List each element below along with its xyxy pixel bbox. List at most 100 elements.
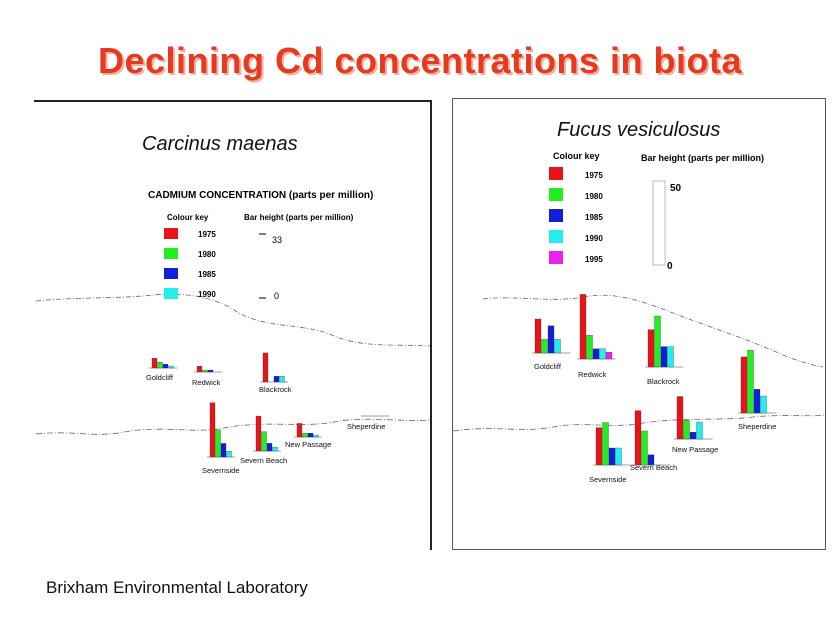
bar-sheperdine-1975: [740, 356, 748, 414]
fucus-panel: Fucus vesiculosus Colour key Bar height …: [452, 98, 826, 550]
site-label-new-passage: New Passage: [672, 445, 718, 454]
bar-new-passage-1985: [689, 432, 697, 440]
bar-sheperdine-1990: [760, 395, 767, 414]
bar-new-passage-1990: [696, 421, 703, 440]
key-label-1985: 1985: [198, 270, 216, 279]
bar-severn-beach-1990: [272, 446, 278, 452]
site-group-new-passage: New Passage: [672, 396, 718, 454]
bar-redwick-1995: [605, 352, 613, 360]
key-label-1975: 1975: [198, 230, 216, 239]
site-label-blackrock: Blackrock: [647, 377, 680, 386]
site-label-severnside: Severnside: [202, 466, 240, 475]
site-label-severn-beach: Severn Beach: [240, 456, 287, 465]
footer-credit: Brixham Environmental Laboratory: [46, 578, 308, 597]
colour-key-label: Colour key: [167, 213, 209, 222]
coastline-north: [35, 293, 431, 347]
carcinus-panel: Carcinus maenas CADMIUM CONCENTRATION (p…: [34, 100, 432, 550]
bar-blackrock-1990: [667, 346, 674, 368]
key-swatch-1990: [549, 230, 563, 243]
site-label-new-passage: New Passage: [285, 440, 331, 449]
site-label-redwick: Redwick: [192, 378, 221, 387]
bar-severn-beach-1985: [647, 454, 655, 466]
scale-bar-outline: [652, 180, 666, 266]
site-label-redwick: Redwick: [578, 370, 607, 379]
key-label-1975: 1975: [585, 171, 603, 180]
bar-severnside-1985: [220, 443, 227, 458]
bar-height-label: Bar height (parts per million): [641, 153, 764, 163]
bar-redwick-1985: [592, 348, 600, 360]
site-group-blackrock: Blackrock: [259, 352, 292, 394]
bar-severn-beach-1975: [634, 410, 642, 466]
fucus-chart: Colour key Bar height (parts per million…: [453, 151, 825, 484]
bar-blackrock-1975: [262, 352, 269, 383]
bar-groups: Goldcliff Redwick Blackrock SevernsideSever…: [146, 352, 389, 475]
bar-severnside-1985: [608, 447, 616, 466]
bar-goldcliff-1975: [534, 318, 542, 354]
key-swatch-1995: [549, 251, 563, 264]
site-group-blackrock: Blackrock: [645, 315, 684, 386]
species-label: Fucus vesiculosus: [557, 119, 721, 141]
bar-severnside-1975: [595, 427, 603, 466]
colour-key: 1975 1980 1985 1990: [164, 228, 216, 299]
bar-redwick-1985: [207, 369, 214, 373]
key-swatch-1980: [164, 248, 178, 259]
species-label: Carcinus maenas: [142, 133, 298, 155]
bar-redwick-1975: [196, 366, 203, 373]
site-group-severn-beach: Severn Beach: [630, 410, 677, 472]
scale-bottom-label: 0: [667, 261, 673, 272]
scale-bottom-label: 0: [274, 291, 279, 301]
site-group-severnside: Severnside: [202, 402, 240, 475]
page-title: Declining Cd concentrations in biota: [97, 40, 743, 81]
key-swatch-1975: [164, 228, 178, 239]
key-swatch-1990: [164, 288, 178, 299]
panel-border-right: [430, 100, 432, 550]
site-group-redwick: Redwick: [577, 294, 616, 379]
bar-redwick-1990: [599, 348, 606, 360]
key-label-1980: 1980: [585, 192, 603, 201]
colour-key-label: Colour key: [553, 151, 600, 161]
bar-severn-beach-1980: [261, 431, 267, 452]
bar-sheperdine-1980: [747, 349, 754, 414]
bar-blackrock-1990: [279, 376, 285, 383]
site-label-goldcliff: Goldcliff: [146, 373, 174, 382]
bar-goldcliff-1985: [162, 363, 169, 369]
bar-redwick-1975: [579, 294, 587, 360]
site-group-goldcliff: Goldcliff: [532, 318, 571, 371]
site-label-severnside: Severnside: [589, 475, 627, 484]
bar-severnside-1990: [615, 447, 622, 466]
scale-top-label: 50: [670, 183, 682, 194]
site-label-sheperdine: Sheperdine: [738, 422, 776, 431]
bar-new-passage-1980: [683, 420, 690, 440]
panel-border-top: [34, 100, 430, 102]
site-label-sheperdine: Sheperdine: [347, 422, 385, 431]
bar-sheperdine-1985: [753, 389, 761, 414]
site-group-severn-beach: Severn Beach: [240, 415, 287, 465]
key-label-1995: 1995: [585, 255, 603, 264]
site-group-sheperdine: Sheperdine: [738, 349, 777, 431]
carcinus-chart: CADMIUM CONCENTRATION (parts per million…: [35, 190, 431, 475]
coastline-north: [482, 294, 824, 368]
bar-goldcliff-1990: [168, 365, 174, 369]
bar-blackrock-1985: [273, 376, 280, 383]
bar-redwick-1980: [202, 369, 208, 373]
bar-goldcliff-1985: [547, 325, 555, 354]
key-swatch-1985: [549, 209, 563, 222]
bar-goldcliff-1975: [151, 358, 158, 369]
bar-height-label: Bar height (parts per million): [244, 213, 354, 222]
site-group-redwick: Redwick: [192, 366, 222, 387]
key-label-1990: 1990: [585, 234, 603, 243]
chart-heading: CADMIUM CONCENTRATION (parts per million…: [148, 190, 373, 201]
bar-goldcliff-1980: [157, 362, 163, 369]
bar-new-passage-1975: [676, 396, 684, 440]
coastline-south: [453, 414, 825, 432]
site-group-severnside: Severnside: [589, 422, 632, 484]
key-swatch-1975: [549, 167, 563, 180]
colour-key: 1975 1980 1985 1990 1995: [549, 167, 603, 264]
site-label-goldcliff: Goldcliff: [534, 362, 562, 371]
site-group-goldcliff: Goldcliff: [146, 358, 177, 382]
key-swatch-1980: [549, 188, 563, 201]
site-label-severn-beach: Severn Beach: [630, 463, 677, 472]
bar-blackrock-1985: [660, 346, 668, 368]
coastline-south: [35, 418, 431, 435]
key-label-1990: 1990: [198, 290, 216, 299]
